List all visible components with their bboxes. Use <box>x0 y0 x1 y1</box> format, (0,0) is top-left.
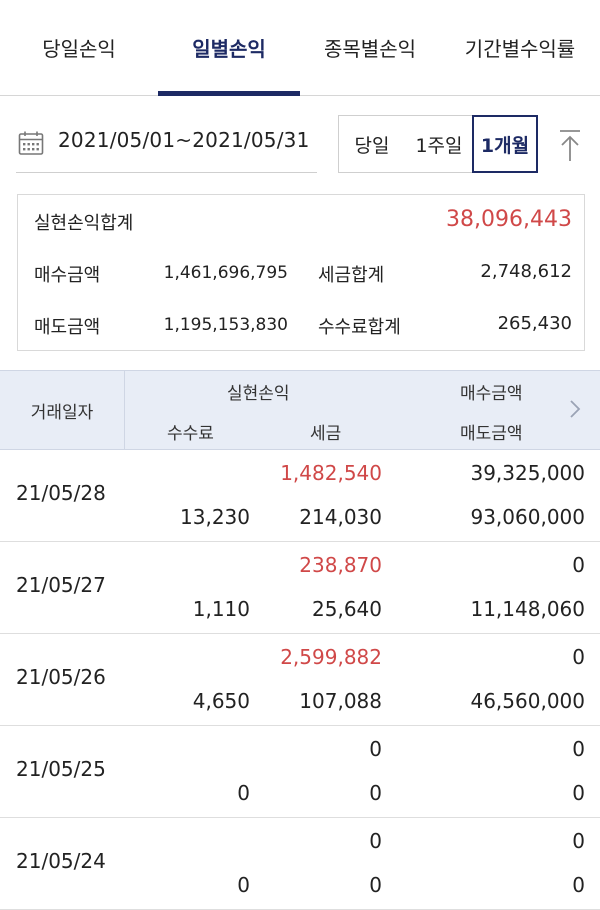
tab-label: 종목별손익 <box>324 37 416 61</box>
date-range-text: 2021/05/01~2021/05/31 <box>58 128 310 152</box>
row-fee: 13,230 <box>180 505 250 529</box>
row-tax: 0 <box>369 873 382 897</box>
tab-by-stock[interactable]: 종목별손익 <box>300 0 440 95</box>
calendar-icon <box>18 131 44 155</box>
row-realized: 238,870 <box>299 553 382 577</box>
row-tax: 107,088 <box>299 689 382 713</box>
row-fee: 0 <box>237 873 250 897</box>
period-option-today[interactable]: 당일 <box>339 116 405 172</box>
row-buy: 0 <box>572 737 585 761</box>
period-option-month[interactable]: 1개월 <box>472 115 538 173</box>
header-label: 거래일자 <box>30 402 94 423</box>
header-tax: 세금 <box>310 424 342 444</box>
row-realized: 0 <box>369 829 382 853</box>
table-row[interactable]: 21/05/25 0 0 0 0 0 <box>0 725 600 818</box>
row-buy: 0 <box>572 553 585 577</box>
row-sell: 11,148,060 <box>470 597 585 621</box>
tab-label: 일별손익 <box>192 37 266 61</box>
row-sell: 0 <box>572 781 585 805</box>
tab-daily-today[interactable]: 당일손익 <box>0 0 158 95</box>
row-buy: 39,325,000 <box>470 461 585 485</box>
row-tax: 0 <box>369 781 382 805</box>
scroll-to-top-icon[interactable] <box>556 128 584 164</box>
period-option-label: 1주일 <box>415 134 463 157</box>
sell-amount-label: 매도금액 <box>34 317 101 338</box>
period-option-label: 1개월 <box>480 134 530 157</box>
row-date: 21/05/25 <box>16 757 106 781</box>
header-fee: 수수료 <box>167 424 214 444</box>
row-sell: 46,560,000 <box>470 689 585 713</box>
tax-total-label: 세금합계 <box>318 265 385 286</box>
fee-total-value: 265,430 <box>497 313 572 334</box>
tab-label: 당일손익 <box>42 37 116 61</box>
row-realized: 2,599,882 <box>280 645 382 669</box>
period-option-week[interactable]: 1주일 <box>405 116 473 172</box>
table-row[interactable]: 21/05/28 1,482,540 39,325,000 13,230 214… <box>0 449 600 542</box>
date-range-picker[interactable]: 2021/05/01~2021/05/31 <box>16 118 317 173</box>
header-trade-date: 거래일자 <box>0 371 125 449</box>
buy-amount-label: 매수금액 <box>34 265 101 286</box>
row-fee: 0 <box>237 781 250 805</box>
fee-total-label: 수수료합계 <box>318 317 401 338</box>
row-date: 21/05/28 <box>16 481 106 505</box>
row-sell: 93,060,000 <box>470 505 585 529</box>
row-realized: 1,482,540 <box>280 461 382 485</box>
period-selector: 당일 1주일 1개월 <box>338 115 538 173</box>
tab-bar: 당일손익 일별손익 종목별손익 기간별수익률 <box>0 0 600 96</box>
table-row[interactable]: 21/05/26 2,599,882 0 4,650 107,088 46,56… <box>0 633 600 726</box>
table-row[interactable]: 21/05/24 0 0 0 0 0 <box>0 817 600 910</box>
row-date: 21/05/24 <box>16 849 106 873</box>
row-date: 21/05/26 <box>16 665 106 689</box>
row-buy: 0 <box>572 645 585 669</box>
row-tax: 25,640 <box>312 597 382 621</box>
summary-panel: 실현손익합계 38,096,443 매수금액 1,461,696,795 세금합… <box>17 194 585 351</box>
row-buy: 0 <box>572 829 585 853</box>
active-tab-indicator <box>158 91 300 96</box>
row-fee: 1,110 <box>192 597 250 621</box>
header-sell: 매도금액 <box>460 424 523 444</box>
tab-period-return[interactable]: 기간별수익률 <box>440 0 600 95</box>
row-fee: 4,650 <box>192 689 250 713</box>
row-sell: 0 <box>572 873 585 897</box>
total-realized-label: 실현손익합계 <box>34 213 134 234</box>
tab-daily[interactable]: 일별손익 <box>158 0 300 96</box>
total-realized-value: 38,096,443 <box>446 207 572 232</box>
header-buy: 매수금액 <box>460 384 523 404</box>
sell-amount-value: 1,195,153,830 <box>163 315 288 335</box>
row-tax: 214,030 <box>299 505 382 529</box>
table-header: 거래일자 실현손익 수수료 세금 매수금액 매도금액 <box>0 370 600 450</box>
row-date: 21/05/27 <box>16 573 106 597</box>
tab-label: 기간별수익률 <box>464 37 576 61</box>
header-realized: 실현손익 <box>227 384 290 404</box>
buy-amount-value: 1,461,696,795 <box>163 263 288 283</box>
period-option-label: 당일 <box>354 134 390 157</box>
chevron-right-icon[interactable] <box>568 398 582 420</box>
row-realized: 0 <box>369 737 382 761</box>
tax-total-value: 2,748,612 <box>480 261 572 282</box>
table-row[interactable]: 21/05/27 238,870 0 1,110 25,640 11,148,0… <box>0 541 600 634</box>
